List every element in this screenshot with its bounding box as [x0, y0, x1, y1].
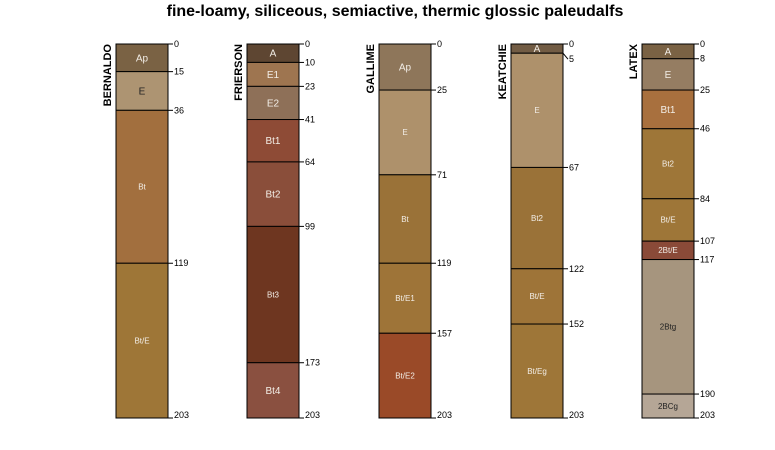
horizon-label: A — [270, 49, 277, 60]
horizon-label: E — [402, 128, 407, 137]
horizon-e2 — [246, 85, 300, 121]
horizon-label: 2Bt/E — [658, 246, 678, 255]
horizon-bt3 — [246, 225, 300, 364]
profile-keatchie: KEATCHIE A E Bt2 Bt/E Bt/Eg 0 5 67 122 152 203 — [497, 39, 584, 420]
horizon-ap — [378, 43, 432, 91]
depth-tick — [562, 52, 569, 60]
horizon-bt-e — [641, 198, 695, 242]
horizon-label: E2 — [267, 98, 280, 109]
depth-label: 25 — [700, 85, 710, 95]
depth-label: 190 — [700, 389, 715, 399]
depth-label: 0 — [437, 39, 442, 49]
horizon-bt4 — [246, 362, 300, 419]
horizon-label: Bt3 — [267, 290, 280, 299]
horizon-label: Ap — [136, 53, 149, 64]
horizon-bt-eg — [510, 323, 564, 419]
depth-label: 46 — [700, 124, 710, 134]
depth-label: 122 — [569, 264, 584, 274]
depth-label: 25 — [437, 85, 447, 95]
horizon-label: Bt1 — [660, 105, 675, 116]
profiles-group: BERNALDO Ap E Bt Bt/E 0 15 36 119 203 FRIERSON A E1 E… — [102, 39, 715, 420]
horizon-bt2 — [246, 161, 300, 227]
depth-label: 71 — [437, 170, 447, 180]
horizon-label: Bt1 — [265, 136, 280, 147]
depth-label: 41 — [305, 115, 315, 125]
horizon-label: E — [534, 106, 539, 115]
profile-bernaldo: BERNALDO Ap E Bt Bt/E 0 15 36 119 203 — [102, 39, 189, 420]
horizon-label: Bt2 — [265, 190, 280, 201]
horizon-e — [378, 89, 432, 176]
horizon-label: Bt2 — [531, 214, 544, 223]
horizon-label: Bt/E — [660, 216, 675, 225]
horizon-label: Bt/E — [134, 336, 149, 345]
horizon-label: Bt/E2 — [395, 371, 415, 380]
horizon-2btg — [641, 259, 695, 395]
horizon-bt-e1 — [378, 262, 432, 334]
depth-label: 0 — [305, 39, 310, 49]
depth-label: 5 — [569, 54, 574, 64]
horizon-label: Bt — [401, 215, 409, 224]
horizon-label: E — [139, 86, 146, 97]
profile-name: FRIERSON — [233, 44, 245, 101]
profile-name: LATEX — [628, 43, 640, 79]
horizon-bt2 — [510, 166, 564, 270]
profile-name: KEATCHIE — [497, 44, 509, 99]
horizon-bt — [378, 174, 432, 264]
horizon-label: Ap — [399, 63, 412, 74]
horizon-2bcg — [641, 393, 695, 419]
horizon-label: 2BCg — [658, 402, 678, 411]
depth-label: 119 — [174, 258, 188, 268]
depth-label: 119 — [437, 258, 451, 268]
horizon-label: Bt/E1 — [395, 294, 415, 303]
horizon-label: Bt2 — [662, 160, 675, 169]
profile-name: BERNALDO — [102, 44, 114, 107]
chart-title: fine-loamy, siliceous, semiactive, therm… — [167, 3, 624, 20]
horizon-label: A — [534, 44, 541, 55]
horizon-label: Bt/Eg — [527, 367, 547, 376]
depth-label: 203 — [174, 410, 189, 420]
horizon-bt2 — [641, 128, 695, 200]
horizon-bt-e — [115, 262, 169, 419]
depth-label: 23 — [305, 81, 315, 91]
horizon-label: Bt — [138, 183, 146, 192]
depth-label: 117 — [700, 255, 714, 265]
horizon-label: A — [665, 47, 672, 58]
depth-label: 0 — [174, 39, 179, 49]
horizon-label: Bt4 — [265, 386, 280, 397]
horizon-label: E — [665, 70, 672, 81]
depth-label: 157 — [437, 328, 452, 338]
depth-label: 36 — [174, 105, 184, 115]
profile-gallime: GALLIME Ap E Bt Bt/E1 Bt/E2 0 25 71 119 157 203 — [365, 39, 452, 420]
depth-label: 203 — [569, 410, 584, 420]
depth-label: 67 — [569, 162, 579, 172]
horizon-bt-e2 — [378, 332, 432, 419]
depth-label: 99 — [305, 221, 315, 231]
horizon-e — [641, 58, 695, 91]
depth-label: 203 — [305, 410, 320, 420]
horizon-label: 2Btg — [660, 323, 676, 332]
profile-name: GALLIME — [365, 44, 377, 94]
horizon-label: E1 — [267, 70, 280, 81]
depth-label: 0 — [700, 39, 705, 49]
horizon-bt1 — [246, 119, 300, 163]
depth-label: 107 — [700, 236, 715, 246]
depth-label: 8 — [700, 54, 705, 64]
depth-label: 84 — [700, 194, 710, 204]
horizon-bt — [115, 109, 169, 264]
depth-label: 0 — [569, 39, 574, 49]
horizon-bt1 — [641, 89, 695, 130]
depth-label: 15 — [174, 67, 184, 77]
depth-label: 203 — [437, 410, 452, 420]
profile-latex: LATEX A E Bt1 Bt2 Bt/E 2Bt/E 2Btg 2BCg 0 8 25 46 84 10… — [628, 39, 715, 420]
depth-label: 152 — [569, 319, 584, 329]
depth-label: 173 — [305, 358, 320, 368]
horizon-e — [115, 71, 169, 111]
horizon-label: Bt/E — [529, 292, 544, 301]
depth-label: 64 — [305, 157, 315, 167]
depth-label: 203 — [700, 410, 715, 420]
depth-label: 10 — [305, 57, 315, 67]
horizon-ap — [115, 43, 169, 73]
profile-frierson: FRIERSON A E1 E2 Bt1 Bt2 Bt3 Bt4 0 10 23 41 64 99 173 2… — [233, 39, 320, 420]
